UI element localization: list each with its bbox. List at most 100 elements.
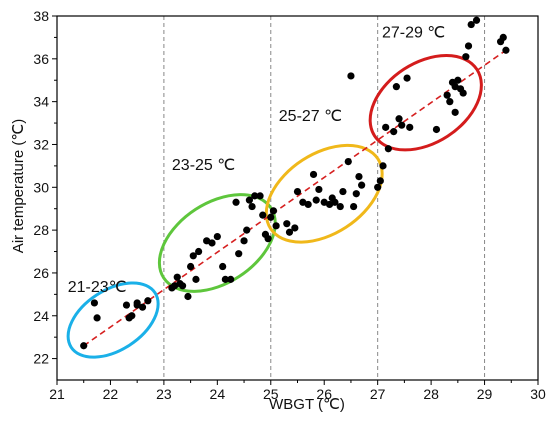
data-point [173,273,181,281]
y-tick-label: 28 [33,222,49,238]
data-point [382,123,390,131]
trend-line-group [83,49,507,347]
data-point [187,262,195,271]
data-point [472,16,481,24]
x-tick-label: 25 [263,386,279,402]
data-point [390,128,398,136]
zone-label-1: 21-23℃ [68,279,127,296]
data-point [339,187,347,196]
data-point [312,196,320,204]
zone-label-4: 27-29 ℃ [382,24,445,41]
data-point [355,172,363,181]
data-point [451,108,459,116]
x-tick-label: 28 [423,386,439,402]
data-point [293,187,302,196]
data-point [454,76,462,84]
data-point [344,158,352,166]
x-tick-label: 26 [316,386,332,402]
data-point [128,312,136,320]
data-point [392,83,400,91]
data-point [395,115,403,123]
zone-labels: 21-23℃ 23-25 ℃ 25-27 ℃ 27-29 ℃ [68,24,446,296]
x-axis-title: WBGT (℃) [269,396,345,413]
data-point [264,235,272,243]
data-point [358,181,366,189]
data-point [93,314,101,322]
data-point [189,252,197,260]
data-point [245,196,253,204]
data-point [213,232,221,241]
data-point [80,342,88,350]
data-point [384,145,392,153]
data-point [315,185,323,194]
data-point [259,211,267,219]
data-point [248,202,256,211]
x-tick-label: 21 [49,386,65,402]
data-point [192,275,200,283]
zone-ellipse-1 [66,281,160,359]
x-tick-label: 22 [103,386,119,402]
x-tick-label: 24 [210,386,226,402]
data-point [398,121,406,129]
zone-ellipse-4 [368,54,483,152]
zone-ellipse-3 [264,143,384,244]
y-tick-label: 24 [33,308,49,324]
data-point [243,226,251,234]
y-tick-label: 36 [33,51,49,67]
data-point [272,222,280,230]
data-point [374,183,382,191]
data-point [464,42,473,50]
data-point [144,297,152,305]
data-point [251,192,259,200]
data-point [376,177,384,185]
y-tick-label: 22 [33,351,49,367]
data-point [309,170,318,179]
data-point [459,89,467,97]
data-point [283,220,291,228]
data-point [122,301,131,309]
zone-ellipses [66,54,483,359]
data-point [467,20,475,29]
data-point [406,123,414,131]
data-point [184,292,192,301]
y-axis-title: Air temperature (℃) [10,119,27,253]
data-point [379,162,387,170]
data-point [462,53,470,61]
data-point [285,228,294,236]
trend-line [83,49,507,347]
data-point [219,262,227,271]
data-point [138,303,147,311]
vertical-dashed-lines [163,16,486,380]
data-point [232,198,240,206]
data-point [291,224,299,232]
data-points [80,16,510,350]
data-point [221,275,229,283]
data-point [304,200,312,209]
data-point [499,33,507,42]
data-point [208,239,216,247]
data-point [90,299,99,307]
data-point [443,91,451,99]
zone-ellipse-2 [157,193,277,293]
x-tick-label: 23 [156,386,172,402]
data-point [446,98,454,106]
data-point [347,72,355,80]
zone-label-2: 23-25 ℃ [172,157,235,174]
zone-label-3: 25-27 ℃ [279,108,342,125]
y-tick-label: 32 [33,136,49,152]
data-point [240,237,248,245]
data-point [269,207,278,215]
data-point [502,46,510,54]
y-tick-label: 30 [33,179,49,195]
data-point [235,250,243,258]
y-tick-label: 34 [33,94,49,110]
data-point [352,190,360,198]
data-point [432,125,441,134]
data-point [227,275,235,283]
data-point [350,202,358,211]
y-tick-label: 38 [33,8,49,24]
x-tick-label: 29 [477,386,493,402]
data-point [336,202,344,211]
